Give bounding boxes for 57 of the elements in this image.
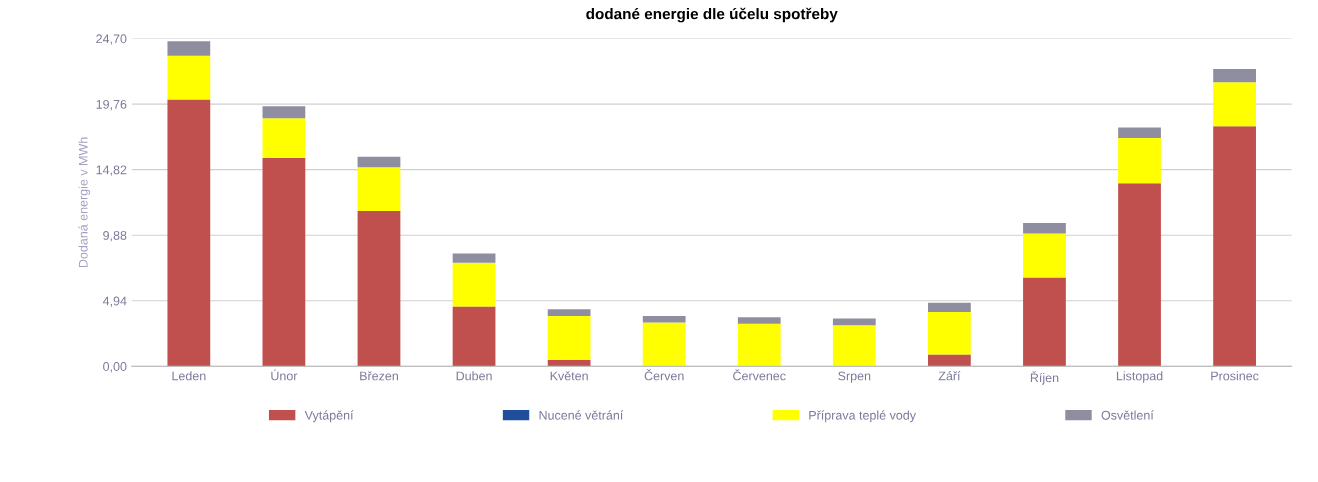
bar <box>452 306 496 367</box>
x-tick-label: Září <box>938 371 961 381</box>
bar <box>357 167 401 212</box>
bar <box>737 317 781 324</box>
legend-label: Příprava teplé vody <box>809 410 916 423</box>
x-tick-label: Březen <box>360 371 398 381</box>
chart-title: dodané energie dle účelu spotřeby <box>586 7 838 23</box>
bar <box>547 315 591 360</box>
bar <box>452 253 496 263</box>
bar <box>1118 138 1161 184</box>
legend-label: Nucené větrání <box>539 410 624 420</box>
x-tick-label: Srpen <box>838 371 871 383</box>
y-tick-label: 0,00 <box>103 362 127 373</box>
bar <box>1213 69 1256 83</box>
legend-label: Vytápění <box>304 410 354 423</box>
bar <box>1023 277 1066 367</box>
x-tick-label: Duben <box>456 371 492 381</box>
bar <box>1213 126 1256 367</box>
bar <box>262 157 306 367</box>
y-axis-title: Dodaná energie v MWh <box>78 137 91 268</box>
bar <box>452 262 496 307</box>
x-tick-label: Únor <box>271 369 298 381</box>
bar <box>167 41 211 56</box>
bar <box>357 211 401 367</box>
bar <box>357 156 401 168</box>
y-tick-label: 9,88 <box>103 231 127 242</box>
bar <box>547 309 591 316</box>
bar <box>737 323 781 367</box>
x-tick-label: Prosinec <box>1211 371 1259 381</box>
bar <box>547 359 591 367</box>
x-tick-label: Červenec <box>733 369 786 381</box>
bar <box>1118 183 1161 367</box>
bar <box>167 55 211 100</box>
x-tick-label: Červen <box>644 369 684 381</box>
y-tick-label: 4,94 <box>102 296 127 307</box>
bar <box>262 118 306 158</box>
bar <box>1213 82 1256 127</box>
bar <box>1023 233 1066 278</box>
bar <box>832 325 876 367</box>
bar <box>928 354 971 367</box>
y-tick-label: 14,82 <box>96 165 127 176</box>
legend-label: Osvětlení <box>1101 410 1154 420</box>
x-tick-label: Listopad <box>1116 371 1163 383</box>
bar <box>832 318 876 326</box>
bar <box>167 99 211 367</box>
bar <box>928 302 971 312</box>
x-tick-label: Květen <box>550 371 588 381</box>
bar <box>1023 223 1066 234</box>
y-tick-label: 24,70 <box>96 34 127 45</box>
bar <box>642 322 686 367</box>
bar <box>262 106 306 119</box>
bar <box>928 311 971 355</box>
bar <box>1118 127 1161 139</box>
x-tick-label: Leden <box>172 371 206 381</box>
y-tick-label: 19,76 <box>96 99 127 111</box>
x-tick-label: Říjen <box>1030 371 1059 385</box>
bar <box>642 315 686 323</box>
